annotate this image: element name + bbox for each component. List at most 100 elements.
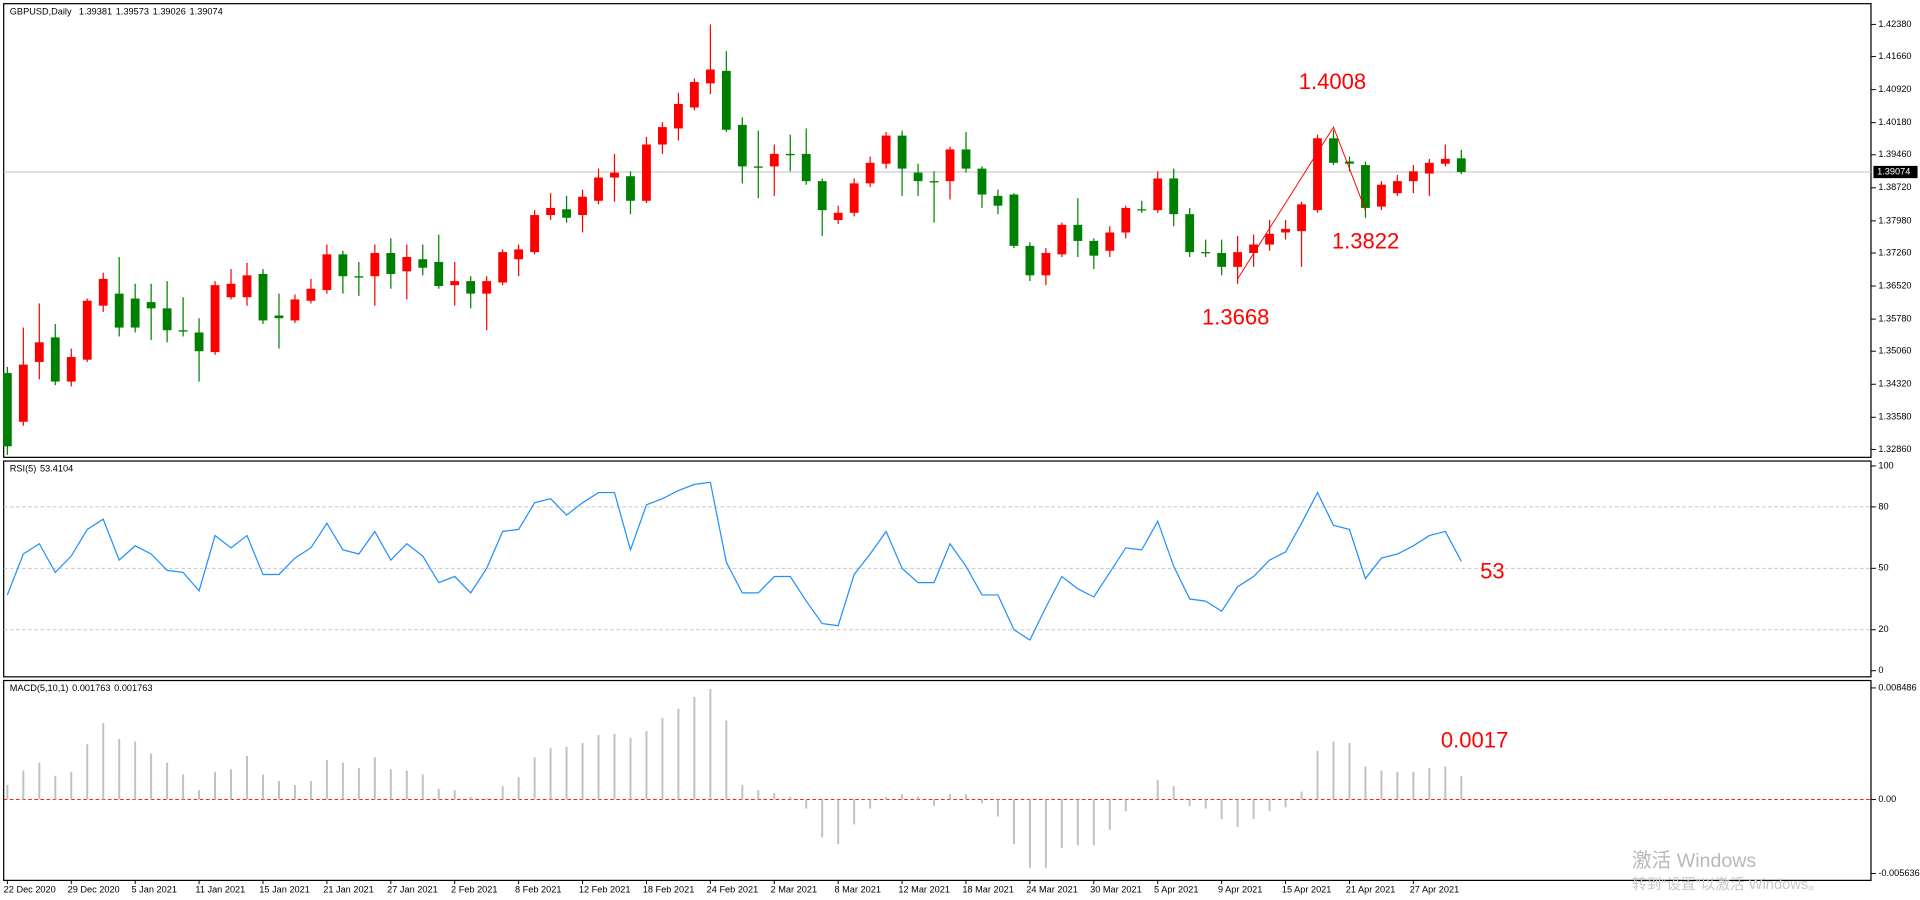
- y-tick-label: 0.00: [1878, 794, 1896, 804]
- candle-body: [1025, 245, 1035, 276]
- candle-body: [817, 181, 827, 211]
- candle-body: [1217, 253, 1227, 267]
- y-tick-label: 100: [1878, 460, 1893, 470]
- x-tick-label: 12 Feb 2021: [579, 885, 631, 895]
- y-tick-label: 1.33580: [1878, 412, 1911, 422]
- candle-body: [1329, 138, 1338, 163]
- candle-body: [1041, 253, 1051, 276]
- price-panel: [3, 3, 1872, 458]
- y-tick-label: 0: [1878, 665, 1883, 675]
- candle-body: [801, 153, 811, 182]
- y-tick-label: 1.32860: [1878, 444, 1911, 454]
- rsi-value: 53.4104: [40, 464, 73, 474]
- y-tick-label: 1.42380: [1878, 19, 1911, 29]
- annotation: 1.4008: [1299, 69, 1366, 94]
- candle-body: [945, 149, 955, 182]
- candle-body: [961, 149, 971, 169]
- candle-body: [1201, 252, 1211, 254]
- candle-body: [482, 281, 492, 294]
- y-tick-label: 1.41660: [1878, 51, 1911, 61]
- watermark-hint: 转到“设置”以激活 Windows。: [1632, 876, 1823, 893]
- candle-body: [1169, 178, 1179, 215]
- candle-body: [721, 70, 731, 130]
- x-tick-label: 18 Mar 2021: [962, 885, 1014, 895]
- candle-body: [1456, 158, 1466, 173]
- x-tick-label: 29 Dec 2020: [68, 885, 120, 895]
- y-tick-label: 1.35060: [1878, 346, 1911, 356]
- macd-value: 0.001763: [72, 684, 110, 694]
- candle-body: [98, 278, 108, 306]
- annotation: 53: [1480, 558, 1505, 583]
- candle-body: [242, 275, 252, 298]
- candle-body: [386, 253, 396, 274]
- candle-body: [322, 254, 332, 291]
- annotation: 1.3668: [1202, 305, 1269, 330]
- candle-body: [737, 124, 747, 167]
- candle-body: [977, 168, 987, 195]
- candle-body: [114, 293, 124, 328]
- candle-body: [1073, 224, 1083, 241]
- x-tick-label: 11 Jan 2021: [195, 885, 245, 895]
- candle-body: [594, 177, 603, 201]
- candle-body: [658, 127, 667, 145]
- candle-body: [66, 357, 76, 382]
- x-tick-label: 22 Dec 2020: [4, 885, 56, 895]
- candle-body: [1153, 178, 1163, 211]
- macd-name: MACD(5,10,1): [10, 684, 69, 694]
- candle-body: [1121, 207, 1131, 233]
- candle-body: [1408, 171, 1418, 182]
- candle-body: [18, 364, 28, 422]
- candle-body: [689, 82, 699, 108]
- candle-body: [753, 166, 763, 168]
- candle-body: [881, 135, 891, 164]
- candle-body: [1249, 244, 1259, 254]
- y-tick-label: 50: [1878, 563, 1888, 573]
- y-tick-label: 0.008486: [1878, 682, 1916, 692]
- macd-title: MACD(5,10,1) 0.001763 0.001763: [10, 684, 153, 694]
- x-tick-label: 27 Apr 2021: [1410, 885, 1460, 895]
- candle-body: [993, 195, 1003, 206]
- high-value: 1.39573: [116, 7, 149, 17]
- trend-line: [1237, 126, 1366, 280]
- candle-body: [1313, 138, 1322, 211]
- candle-body: [1424, 162, 1434, 174]
- candle-body: [338, 254, 348, 277]
- x-tick-label: 27 Jan 2021: [387, 885, 438, 895]
- y-tick-label: 1.37980: [1878, 215, 1911, 225]
- candle-body: [434, 261, 444, 287]
- x-tick-label: 9 Apr 2021: [1218, 885, 1262, 895]
- candle-body: [913, 172, 923, 182]
- candle-body: [274, 315, 284, 319]
- candle-body: [290, 299, 300, 321]
- candle-body: [849, 183, 859, 213]
- y-tick-label: 1.38720: [1878, 182, 1911, 192]
- candle-body: [1377, 184, 1386, 207]
- macd-panel: [3, 679, 1872, 881]
- candle-body: [162, 308, 172, 331]
- candle-body: [226, 283, 236, 298]
- y-tick-label: 1.37260: [1878, 247, 1911, 257]
- candle-body: [1057, 224, 1067, 255]
- candle-body: [546, 207, 555, 216]
- x-tick-label: 8 Feb 2021: [515, 885, 561, 895]
- candle-body: [642, 144, 651, 201]
- x-tick-label: 2 Mar 2021: [771, 885, 817, 895]
- x-tick-label: 24 Feb 2021: [707, 885, 759, 895]
- x-tick-label: 12 Mar 2021: [898, 885, 950, 895]
- candle-body: [1185, 214, 1195, 253]
- signal-value: 0.001763: [114, 684, 152, 694]
- x-tick-label: 30 Mar 2021: [1090, 885, 1142, 895]
- rsi-line: [6, 481, 1462, 641]
- candle-body: [1392, 181, 1402, 194]
- candle-body: [626, 176, 635, 201]
- candle-body: [1345, 161, 1354, 164]
- candle-body: [865, 162, 875, 184]
- candle-body: [306, 288, 316, 301]
- y-tick-label: 1.40920: [1878, 84, 1911, 94]
- candle-body: [34, 342, 44, 362]
- symbol: GBPUSD,Daily: [10, 7, 72, 17]
- candle-body: [785, 153, 795, 156]
- x-tick-label: 2 Feb 2021: [451, 885, 497, 895]
